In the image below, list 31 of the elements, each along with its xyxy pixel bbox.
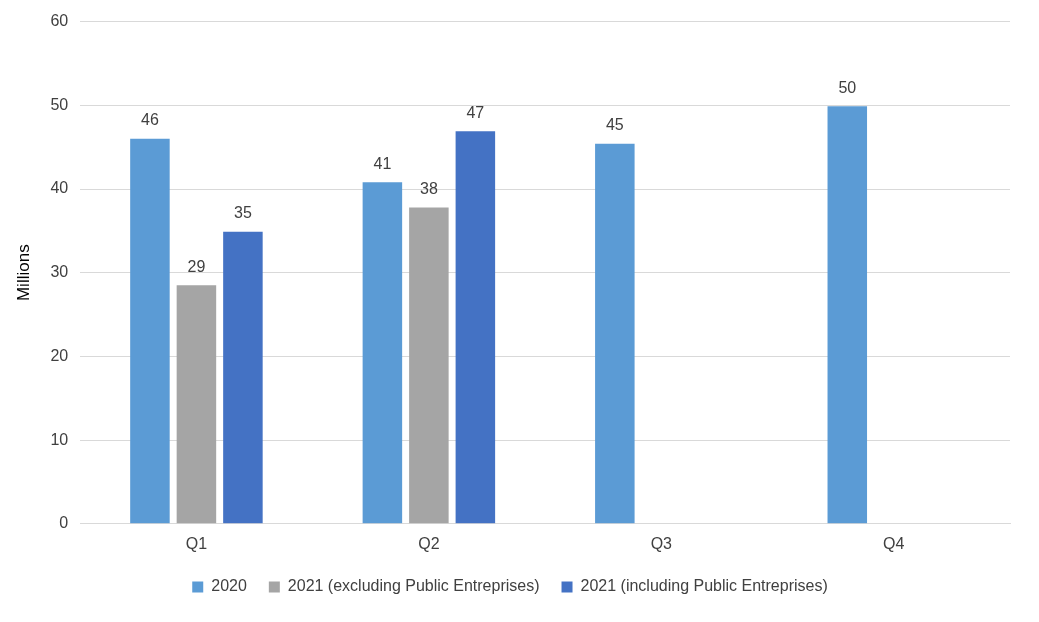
data-label: 38 <box>419 179 438 197</box>
bar <box>176 285 217 524</box>
y-tick-label: 20 <box>50 346 69 364</box>
bar <box>362 182 403 524</box>
bar <box>409 207 449 524</box>
x-tick-label: Q4 <box>883 534 905 552</box>
bar <box>827 106 868 524</box>
y-tick-label: 40 <box>50 179 69 197</box>
data-label: 46 <box>141 111 159 129</box>
legend-label: 2021 (including Public Entreprises) <box>580 577 828 595</box>
data-label: 50 <box>838 78 857 96</box>
legend-label: 2021 (excluding Public Entreprises) <box>287 577 540 595</box>
x-tick-label: Q3 <box>650 534 673 552</box>
y-tick-label: 50 <box>50 95 69 113</box>
y-tick-label: 30 <box>50 263 69 281</box>
y-tick-label: 10 <box>50 430 69 448</box>
x-tick-label: Q2 <box>418 534 440 552</box>
bar <box>595 143 635 524</box>
y-tick-label: 60 <box>50 12 69 30</box>
legend-label: 2020 <box>211 577 247 595</box>
data-label: 29 <box>187 257 206 275</box>
data-label: 35 <box>234 204 252 222</box>
bar <box>130 138 170 524</box>
data-label: 41 <box>373 154 392 172</box>
y-axis-title: Millions <box>13 244 33 302</box>
bar <box>455 131 496 524</box>
x-tick-label: Q1 <box>185 534 208 552</box>
bar <box>223 231 263 524</box>
data-label: 45 <box>605 116 624 134</box>
y-tick-label: 0 <box>59 514 69 532</box>
data-label: 47 <box>466 103 485 121</box>
